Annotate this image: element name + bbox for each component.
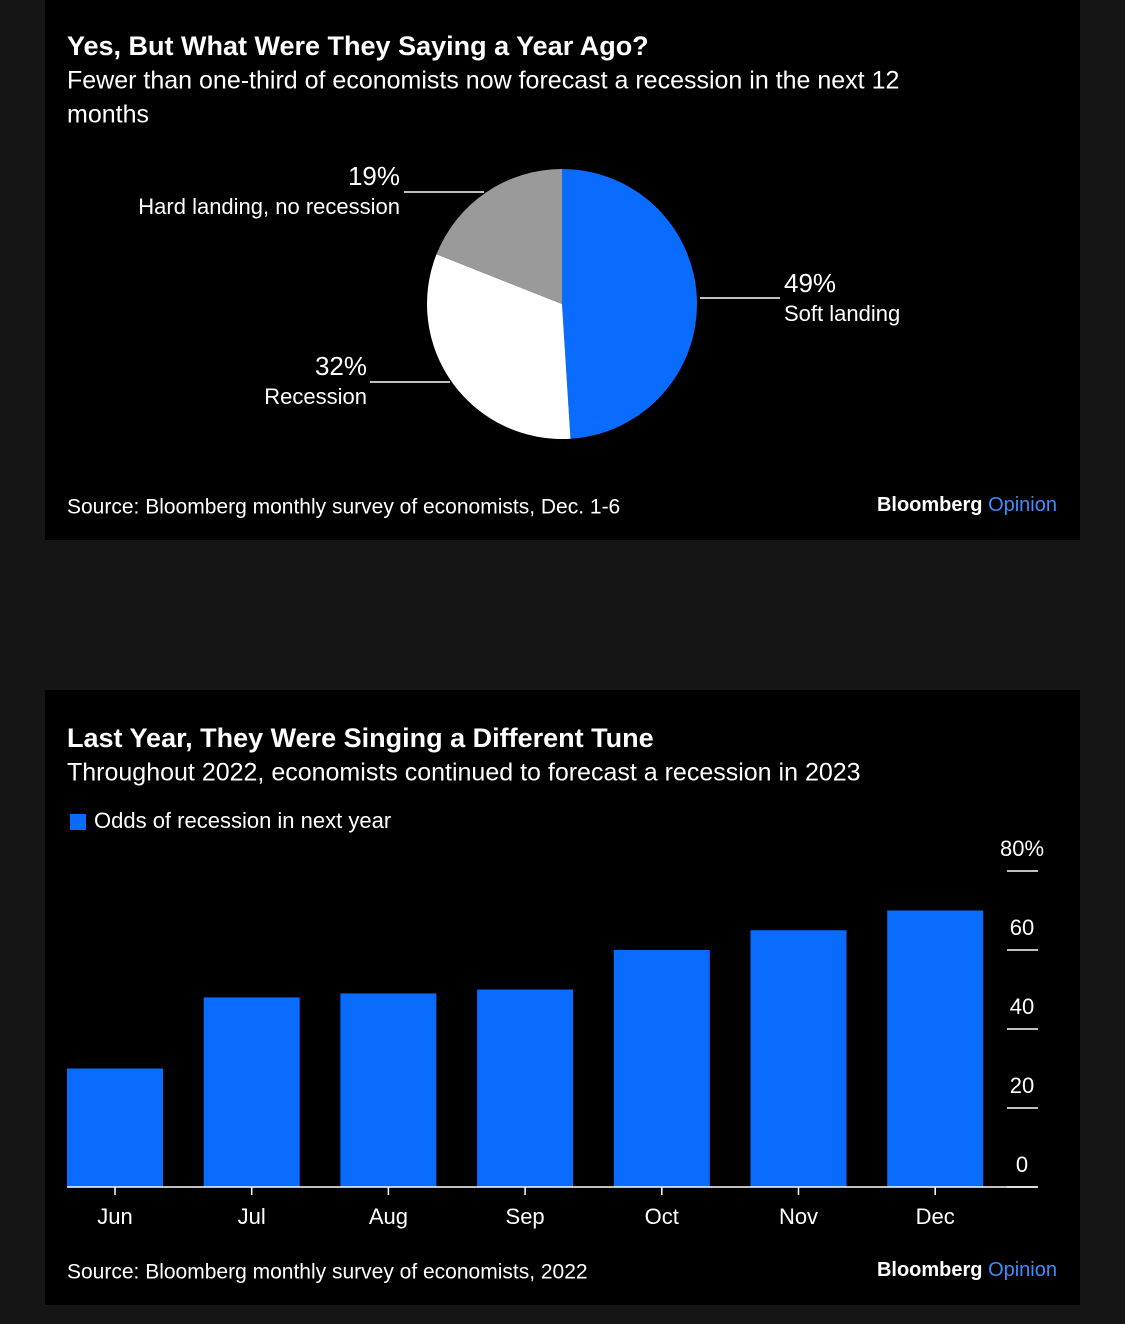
legend-swatch — [70, 814, 86, 830]
y-tick-label: 0 — [1016, 1152, 1028, 1177]
y-tick-label: 40 — [1010, 994, 1034, 1019]
bar — [203, 997, 300, 1187]
y-tick-label: 80% — [1000, 836, 1044, 861]
brand-accent: Opinion — [988, 1259, 1057, 1281]
brand-accent: Opinion — [988, 494, 1057, 516]
bar — [750, 930, 847, 1187]
brand-name: Bloomberg — [877, 1259, 983, 1281]
slice-label: Recession — [264, 384, 367, 409]
y-tick-label: 60 — [1010, 915, 1034, 940]
x-tick-label: Sep — [506, 1204, 545, 1229]
bar — [887, 910, 984, 1187]
x-tick-label: Jun — [97, 1204, 132, 1229]
bar — [477, 989, 574, 1187]
value-label: 32% — [315, 351, 367, 381]
y-tick-label: 20 — [1010, 1073, 1034, 1098]
x-tick-label: Aug — [369, 1204, 408, 1229]
legend-label: Odds of recession in next year — [94, 808, 391, 833]
brand-name: Bloomberg — [877, 494, 983, 516]
source: Source: Bloomberg monthly survey of econ… — [67, 496, 620, 519]
pie-slice — [562, 169, 698, 439]
bar — [613, 950, 710, 1187]
brand: Bloomberg Opinion — [877, 494, 1057, 516]
slice-label: Soft landing — [784, 301, 900, 326]
value-label: 19% — [348, 161, 400, 191]
x-tick-label: Dec — [916, 1204, 955, 1229]
bar — [67, 1068, 163, 1187]
chart-title: Yes, But What Were They Saying a Year Ag… — [67, 31, 649, 61]
brand: Bloomberg Opinion — [877, 1259, 1057, 1281]
chart-subtitle: Throughout 2022, economists continued to… — [67, 759, 861, 787]
pie-slice — [436, 169, 562, 304]
x-tick-label: Nov — [779, 1204, 818, 1229]
pie-slice — [427, 254, 571, 439]
chart-subtitle: months — [67, 101, 149, 129]
bar — [340, 993, 437, 1187]
x-tick-label: Oct — [645, 1204, 679, 1229]
chart-subtitle: Fewer than one-third of economists now f… — [67, 67, 899, 95]
source: Source: Bloomberg monthly survey of econ… — [67, 1261, 588, 1284]
slice-label: Hard landing, no recession — [138, 194, 400, 219]
value-label: 49% — [784, 268, 836, 298]
chart-title: Last Year, They Were Singing a Different… — [67, 723, 654, 753]
x-tick-label: Jul — [238, 1204, 266, 1229]
